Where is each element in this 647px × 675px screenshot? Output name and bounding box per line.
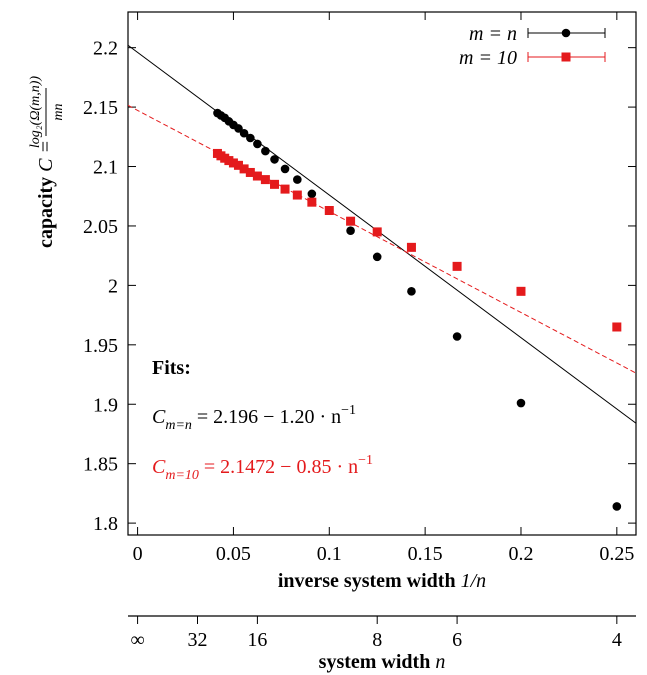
data-point [346,226,355,236]
data-point [307,189,317,199]
data-point [346,216,356,226]
data-point [213,108,222,118]
data-point [212,148,222,158]
x-tick-label: 0.1 [317,543,342,565]
fit-symbol: C [152,456,166,478]
fit-annotation: Cm=n = 2.196 − 1.20 · n−1 [152,403,356,433]
x-axis-label: inverse system width 1/n [278,570,486,592]
fit-annotation: Cm=10 = 2.1472 − 0.85 · n−1 [152,453,373,483]
plot-area [128,44,636,511]
data-point [292,190,302,200]
x2-axis-label: system width n [319,651,446,673]
y-label-math: C = [35,140,57,172]
data-point [228,158,238,168]
data-point [239,164,249,174]
data-point [293,175,302,184]
data-point [280,164,290,174]
data-point [612,322,622,332]
x2-tick-label: 8 [372,629,382,651]
y-tick-label: 2.2 [93,38,118,60]
y-label-main: capacity C = [35,140,57,248]
y-label-text: capacity [35,177,57,248]
y-tick-label: 2.1 [93,157,118,179]
x-tick-label: 0.05 [216,543,251,565]
data-point [246,133,255,143]
legend-label: m = n [469,23,517,45]
y-label-numerator: log₂(Ω(m,n)) [28,76,43,148]
x2-tick-label: 16 [247,629,267,651]
data-point [253,139,262,149]
fit-subscript: m=n [165,418,192,433]
data-point [407,287,416,296]
x2-label-text: system width [319,651,431,673]
legend-marker [561,52,571,62]
x-tick-label: 0.2 [508,543,533,565]
y-tick-label: 1.85 [83,454,118,476]
x2-tick-label: ∞ [130,629,144,651]
fit-line [128,104,636,374]
data-point [307,197,317,207]
y-tick-label: 1.9 [93,394,118,416]
fit-line [128,44,636,424]
fit-formula: = 2.196 − 1.20 · n [192,406,341,428]
y-axis-label: capacity C = log₂(Ω(m,n)) mn [28,76,66,248]
data-point [612,502,622,511]
fit-subscript: m=10 [165,468,199,483]
data-point [239,128,249,138]
fit-formula: = 2.1472 − 0.85 · n [199,456,358,478]
y-tick-label: 2 [108,275,118,297]
x-label-math: 1/n [461,570,487,592]
data-point [270,155,279,164]
data-point [260,175,270,185]
x2-tick-label: 32 [187,629,207,651]
y-tick-label: 2.15 [83,97,118,119]
x2-label-math: n [435,651,445,673]
y-tick-label: 1.95 [83,335,118,357]
data-point [233,160,243,170]
y-tick-label: 1.8 [93,513,118,535]
data-point [516,398,526,408]
data-point [452,332,462,341]
data-point [452,261,462,271]
data-point [245,167,255,177]
fit-symbol: C [152,406,166,428]
data-point [270,179,280,189]
data-point [372,252,382,262]
data-point [372,227,382,237]
data-point [516,286,526,296]
data-point [406,242,416,252]
y-tick-label: 2.05 [83,216,118,238]
data-point [261,146,270,156]
x2-tick-label: 6 [452,629,462,651]
data-point [324,206,334,216]
y-label-denominator: mn [51,103,66,120]
fits-heading: Fits: [152,357,191,379]
fit-exponent: −1 [358,453,373,468]
x-tick-label: 0 [133,543,143,565]
plot-frame [127,11,637,536]
legend-marker [561,28,571,38]
legend-label: m = 10 [459,47,517,69]
x2-tick-label: 4 [612,629,622,651]
x-label-text: inverse system width [278,570,456,592]
x-tick-label: 0.25 [599,543,634,565]
data-point [280,184,290,194]
fit-exponent: −1 [341,403,356,418]
data-point [252,171,262,181]
x-tick-label: 0.15 [408,543,443,565]
